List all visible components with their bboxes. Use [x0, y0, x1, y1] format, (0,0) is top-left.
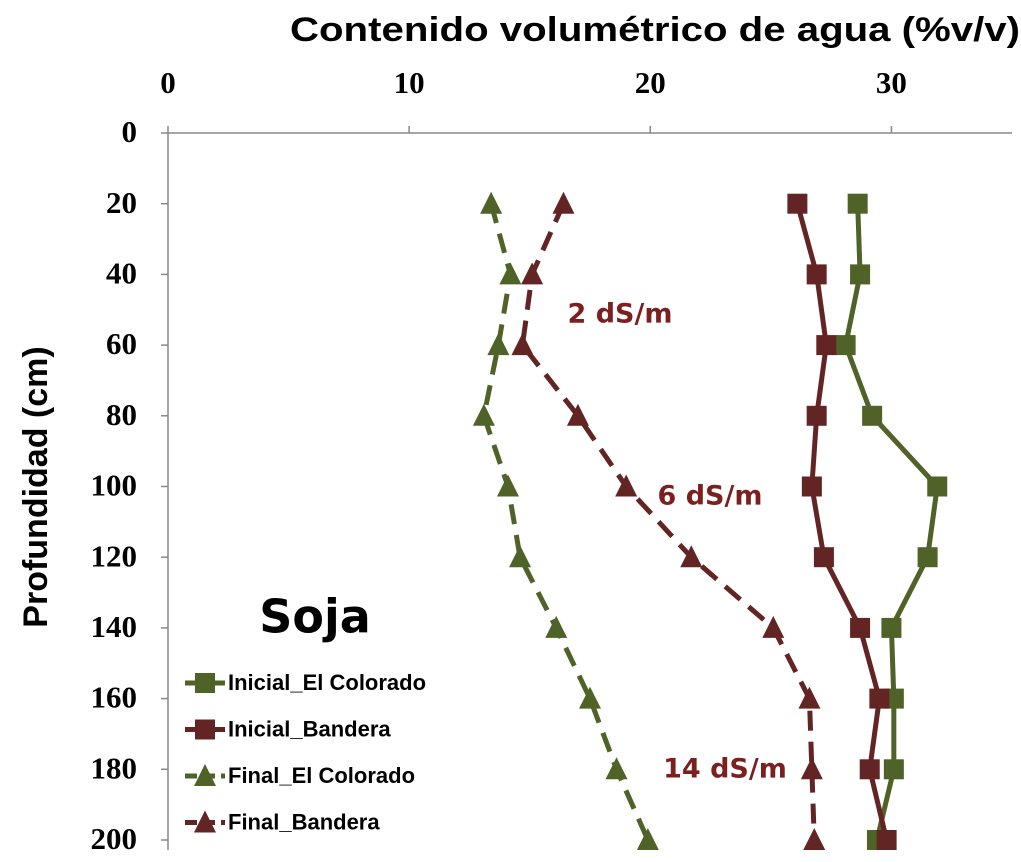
- panel-title: Soja: [259, 590, 371, 644]
- legend-marker: [195, 719, 215, 740]
- data-point: [801, 476, 822, 497]
- legend-item: Inicial_El Colorado: [185, 670, 426, 695]
- annotation: 14 dS/m: [663, 754, 787, 785]
- y-tick-label: 40: [106, 256, 137, 291]
- data-point: [806, 405, 827, 426]
- annotation: 6 dS/m: [658, 481, 763, 512]
- x-tick-label: 20: [635, 65, 666, 100]
- data-point: [862, 405, 883, 426]
- data-point: [552, 191, 575, 214]
- legend-label: Inicial_El Colorado: [228, 670, 426, 695]
- data-point: [497, 474, 520, 497]
- series-line: [843, 203, 940, 841]
- data-point: [813, 547, 834, 568]
- legend-item: Final_El Colorado: [185, 763, 415, 788]
- data-point: [509, 545, 532, 568]
- data-point: [806, 264, 827, 285]
- y-tick-label: 200: [91, 821, 138, 856]
- y-tick-label: 80: [106, 397, 137, 432]
- annotation: 2 dS/m: [568, 299, 673, 330]
- data-point: [499, 262, 522, 285]
- y-tick-label: 160: [91, 680, 138, 715]
- legend-label: Inicial_Bandera: [228, 716, 391, 741]
- data-point: [787, 193, 808, 214]
- x-tick-label: 0: [160, 65, 176, 100]
- data-point: [800, 757, 823, 780]
- legend-item: Inicial_Bandera: [185, 716, 391, 741]
- series-line: [481, 203, 651, 842]
- data-point: [869, 688, 890, 709]
- data-point: [881, 617, 902, 638]
- data-point: [876, 830, 897, 850]
- data-point: [487, 333, 510, 356]
- y-tick-label: 180: [91, 750, 138, 785]
- data-point: [511, 333, 534, 356]
- data-point: [521, 262, 544, 285]
- x-axis-title: Contenido volumétrico de agua (%v/v): [290, 11, 1020, 49]
- y-tick-label: 120: [91, 538, 138, 573]
- data-point: [680, 545, 703, 568]
- data-point: [835, 335, 856, 356]
- data-point: [917, 547, 938, 568]
- x-tick-label: 10: [394, 65, 425, 100]
- data-point: [579, 686, 601, 709]
- data-point: [566, 403, 589, 426]
- data-point: [927, 476, 948, 497]
- data-point: [605, 757, 628, 780]
- y-axis-title: Profundidad (cm): [17, 346, 55, 627]
- data-point: [545, 615, 568, 638]
- y-tick-label: 20: [106, 185, 137, 220]
- data-point: [803, 828, 826, 850]
- data-point: [636, 828, 659, 850]
- legend-marker: [195, 673, 215, 693]
- x-tick-label: 30: [876, 65, 907, 100]
- legend-label: Final_Bandera: [228, 809, 380, 834]
- legend-marker: [194, 810, 216, 833]
- data-point: [480, 191, 503, 214]
- series-line: [794, 203, 890, 841]
- data-point: [615, 474, 638, 497]
- legend-marker: [194, 764, 216, 786]
- series-line: [519, 202, 817, 841]
- data-point: [850, 264, 871, 285]
- data-point: [762, 615, 785, 638]
- data-point: [859, 759, 880, 780]
- y-tick-label: 60: [106, 326, 137, 361]
- legend-label: Final_El Colorado: [228, 763, 415, 788]
- data-point: [850, 617, 871, 638]
- y-tick-label: 100: [91, 468, 138, 503]
- data-point: [883, 759, 904, 780]
- data-point: [816, 335, 837, 356]
- y-tick-label: 140: [91, 609, 138, 644]
- data-point: [472, 403, 495, 426]
- data-point: [847, 193, 868, 214]
- data-point: [798, 686, 821, 709]
- legend-item: Final_Bandera: [185, 809, 380, 834]
- y-tick-label: 0: [122, 114, 138, 149]
